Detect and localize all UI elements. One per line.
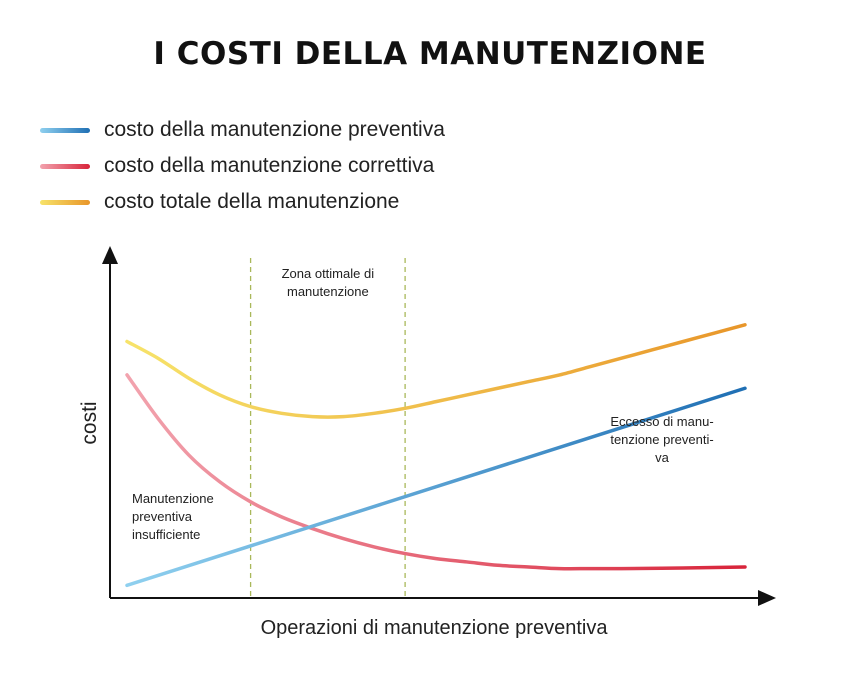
y-axis-label: costi — [78, 401, 101, 444]
series-line-correttiva — [125, 373, 747, 571]
optimal-zone-label: Zona ottimale di manutenzione — [282, 266, 375, 299]
series-line-preventiva — [125, 386, 747, 588]
legend-swatch-totale — [40, 199, 90, 205]
legend-label-correttiva: costo della manutenzione correttiva — [104, 154, 435, 177]
legend-label-totale: costo totale della manutenzione — [104, 190, 400, 213]
chart-title: I COSTI DELLA MANUTENZIONE — [153, 36, 707, 72]
legend-item-preventiva: costo della manutenzione preventiva — [40, 112, 445, 148]
legend-item-totale: costo totale della manutenzione — [40, 184, 445, 220]
series-line-totale — [125, 323, 747, 419]
annotation-insufficient-maintenance: Manutenzione preventiva insufficiente — [132, 491, 214, 542]
legend-swatch-preventiva — [40, 127, 90, 133]
x-axis-label: Operazioni di manutenzione preventiva — [261, 617, 609, 639]
annotation-excess-maintenance: Eccesso di manu-tenzione preventi-va — [610, 414, 713, 465]
legend-swatch-correttiva — [40, 163, 90, 169]
legend-item-correttiva: costo della manutenzione correttiva — [40, 148, 445, 184]
legend-label-preventiva: costo della manutenzione preventiva — [104, 118, 445, 141]
chart-legend: costo della manutenzione preventiva cost… — [40, 112, 445, 220]
